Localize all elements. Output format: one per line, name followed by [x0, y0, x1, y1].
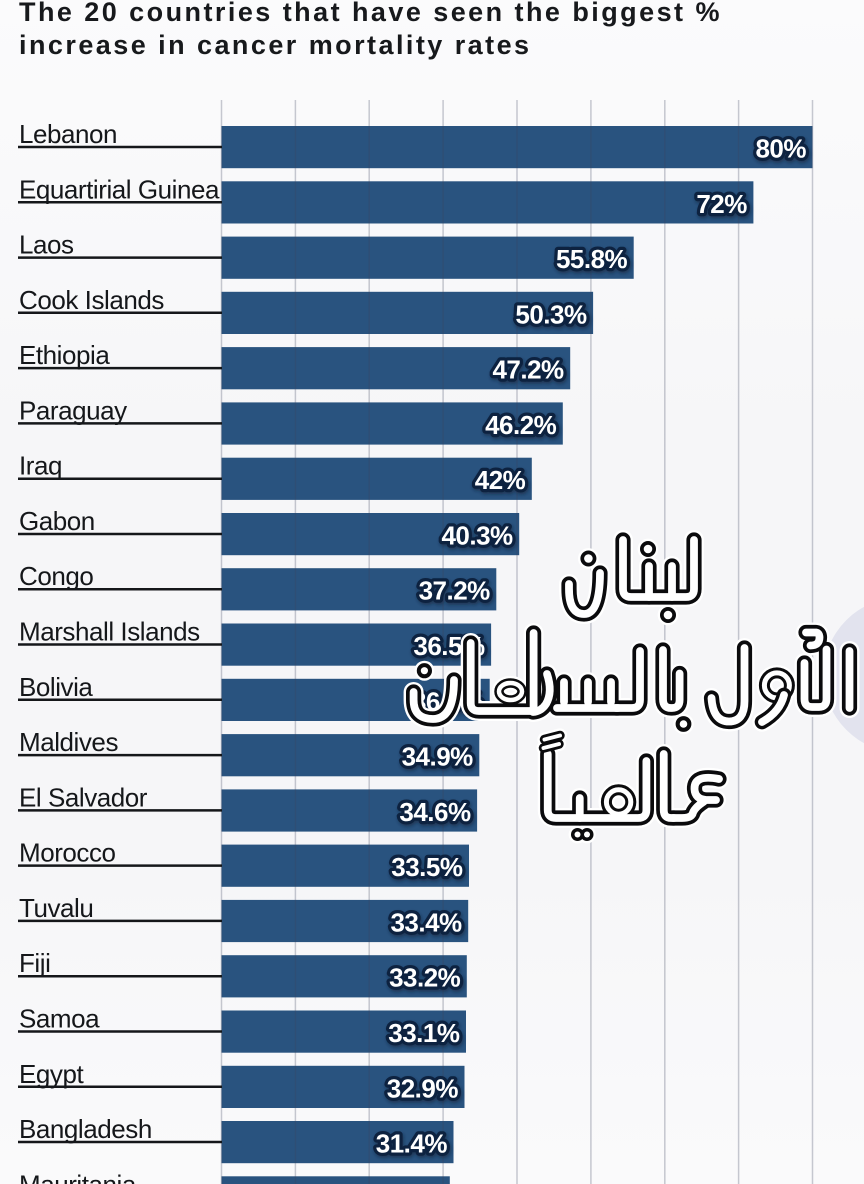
svg-text:34.6%: 34.6% [399, 797, 471, 827]
svg-text:Gabon: Gabon [19, 506, 95, 536]
svg-text:33.1%: 33.1% [388, 1018, 460, 1048]
svg-text:Paraguay: Paraguay [19, 395, 127, 425]
svg-text:Bolivia: Bolivia [19, 672, 93, 702]
svg-text:37.2%: 37.2% [419, 576, 491, 606]
svg-text:34.9%: 34.9% [402, 742, 474, 772]
svg-text:Fiji: Fiji [19, 948, 50, 978]
svg-text:Lebanon: Lebanon [19, 119, 117, 149]
svg-text:50.3%: 50.3% [515, 299, 587, 329]
svg-text:Congo: Congo [19, 561, 93, 591]
svg-text:Laos: Laos [19, 230, 74, 260]
svg-text:Maldives: Maldives [19, 727, 118, 757]
svg-text:33.2%: 33.2% [389, 963, 461, 993]
svg-text:32.9%: 32.9% [387, 1073, 459, 1103]
svg-text:42%: 42% [475, 465, 526, 495]
svg-text:Iraq: Iraq [19, 451, 62, 481]
svg-text:72%: 72% [696, 189, 747, 219]
svg-text:Samoa: Samoa [19, 1004, 100, 1034]
svg-text:Marshall Islands: Marshall Islands [19, 617, 200, 647]
svg-text:Equartirial Guinea: Equartirial Guinea [19, 174, 220, 204]
svg-text:46.2%: 46.2% [485, 410, 557, 440]
svg-text:El Salvador: El Salvador [19, 782, 148, 812]
svg-text:Ethiopia: Ethiopia [19, 340, 110, 370]
svg-text:55.8%: 55.8% [556, 244, 628, 274]
svg-text:Cook Islands: Cook Islands [19, 285, 164, 315]
svg-text:31.4%: 31.4% [376, 1129, 448, 1159]
svg-text:Tuvalu: Tuvalu [19, 893, 93, 923]
svg-text:Bangladesh: Bangladesh [19, 1114, 152, 1144]
svg-text:Morocco: Morocco [19, 838, 116, 868]
svg-text:47.2%: 47.2% [492, 355, 564, 385]
svg-text:Egypt: Egypt [19, 1059, 84, 1089]
svg-text:Mauritania: Mauritania [19, 1169, 137, 1184]
svg-text:33.4%: 33.4% [390, 907, 462, 937]
svg-text:33.5%: 33.5% [391, 852, 463, 882]
svg-text:40.3%: 40.3% [441, 521, 513, 551]
svg-text:80%: 80% [755, 134, 806, 164]
